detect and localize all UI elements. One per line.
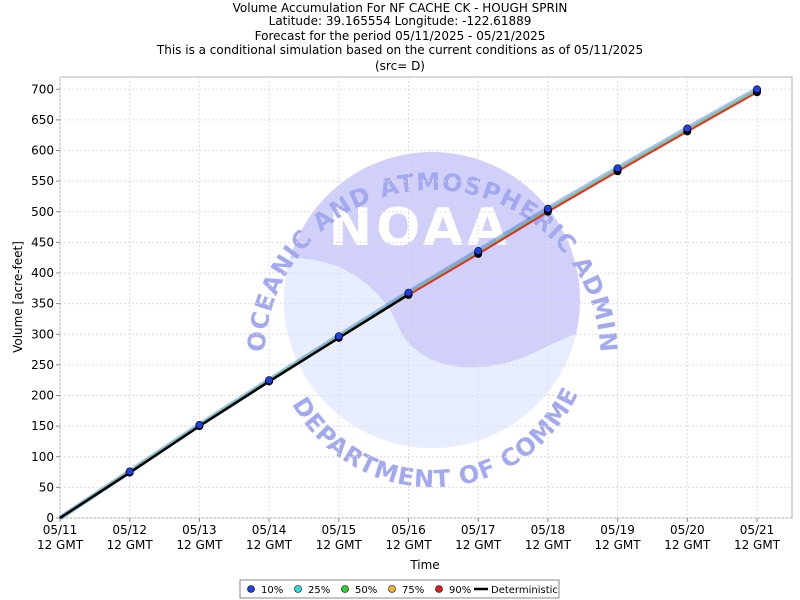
title-line-3: Forecast for the period 05/11/2025 - 05/… [255, 29, 546, 43]
data-point-10pct [195, 420, 204, 429]
x-tick-label-date: 05/16 [391, 523, 426, 537]
legend-swatch-90pct [435, 585, 443, 593]
series [58, 85, 761, 521]
x-tick-label-time: 12 GMT [455, 538, 502, 552]
y-axis-label: Volume [acre-feet] [11, 241, 25, 353]
x-axis-label: Time [409, 558, 439, 572]
y-tick-label: 0 [46, 511, 54, 525]
y-tick-label: 250 [31, 358, 54, 372]
data-point-10pct [125, 467, 134, 476]
y-tick-label: 200 [31, 389, 54, 403]
legend-label: Deterministic [491, 585, 558, 596]
legend-swatch-10pct [247, 585, 255, 593]
x-tick-label-time: 12 GMT [595, 538, 642, 552]
legend-label: 25% [308, 585, 330, 596]
x-tick-label-time: 12 GMT [316, 538, 363, 552]
x-tick-label-date: 05/20 [670, 523, 705, 537]
legend-swatch-75pct [388, 585, 396, 593]
title-line-1: Volume Accumulation For NF CACHE CK - HO… [233, 1, 568, 15]
y-tick-label: 400 [31, 266, 54, 280]
x-tick-label-time: 12 GMT [664, 538, 711, 552]
x-tick-label-date: 05/21 [740, 523, 775, 537]
y-tick-label: 300 [31, 327, 54, 341]
y-tick-label: 450 [31, 235, 54, 249]
x-tick-label-date: 05/13 [182, 523, 217, 537]
y-tick-label: 50 [39, 480, 54, 494]
data-point-10pct [404, 288, 413, 297]
data-point-10pct [474, 247, 483, 255]
legend-swatch-50pct [341, 585, 349, 593]
data-point-10pct [683, 124, 692, 133]
x-tick-label-time: 12 GMT [525, 538, 572, 552]
y-tick-label: 650 [31, 113, 54, 127]
x-tick-label-date: 05/19 [600, 523, 635, 537]
y-tick-label: 600 [31, 144, 54, 158]
x-tick-label-date: 05/12 [112, 523, 147, 537]
x-tick-label-time: 12 GMT [176, 538, 223, 552]
legend-label: 90% [449, 585, 471, 596]
legend: 10% 25% 50% 75% 90% Deterministic [239, 579, 560, 599]
x-tick-label-date: 05/11 [43, 523, 78, 537]
watermark-bird [284, 258, 580, 448]
title-line-5: (src= D) [375, 59, 425, 73]
x-tick-label-date: 05/15 [322, 523, 357, 537]
grid [59, 77, 792, 519]
x-tick-label-time: 12 GMT [734, 538, 781, 552]
y-tick-label: 150 [31, 419, 54, 433]
y-tick-label: 350 [31, 297, 54, 311]
x-tick-label-date: 05/18 [531, 523, 566, 537]
y-tick-label: 550 [31, 174, 54, 188]
chart-title: Volume Accumulation For NF CACHE CK - HO… [156, 1, 643, 73]
data-point-10pct [334, 332, 343, 340]
y-tick-label: 500 [31, 205, 54, 219]
legend-label: 50% [355, 585, 377, 596]
legend-label: 10% [261, 585, 283, 596]
x-tick-label-time: 12 GMT [246, 538, 293, 552]
y-tick-label: 100 [31, 450, 54, 464]
legend-label: 75% [402, 585, 424, 596]
title-line-4: This is a conditional simulation based o… [156, 43, 643, 57]
x-tick-label-time: 12 GMT [37, 538, 84, 552]
axes: 0 50 100 150 200 250 300 350 400 450 500 550 600 650 7… [31, 82, 781, 552]
x-tick-label-time: 12 GMT [107, 538, 154, 552]
x-tick-label-date: 05/14 [252, 523, 287, 537]
legend-box [239, 579, 560, 599]
data-point-10pct [265, 376, 273, 385]
y-tick-label: 700 [31, 82, 54, 96]
series-line-deterministic [59, 293, 410, 520]
x-tick-label-date: 05/17 [461, 523, 496, 537]
data-point-10pct [753, 85, 761, 94]
title-line-2: Latitude: 39.165554 Longitude: -122.6188… [269, 14, 532, 28]
x-tick-label-time: 12 GMT [385, 538, 432, 552]
data-point-10pct [544, 204, 552, 213]
data-point-10pct [613, 164, 622, 173]
legend-swatch-25pct [294, 585, 302, 593]
